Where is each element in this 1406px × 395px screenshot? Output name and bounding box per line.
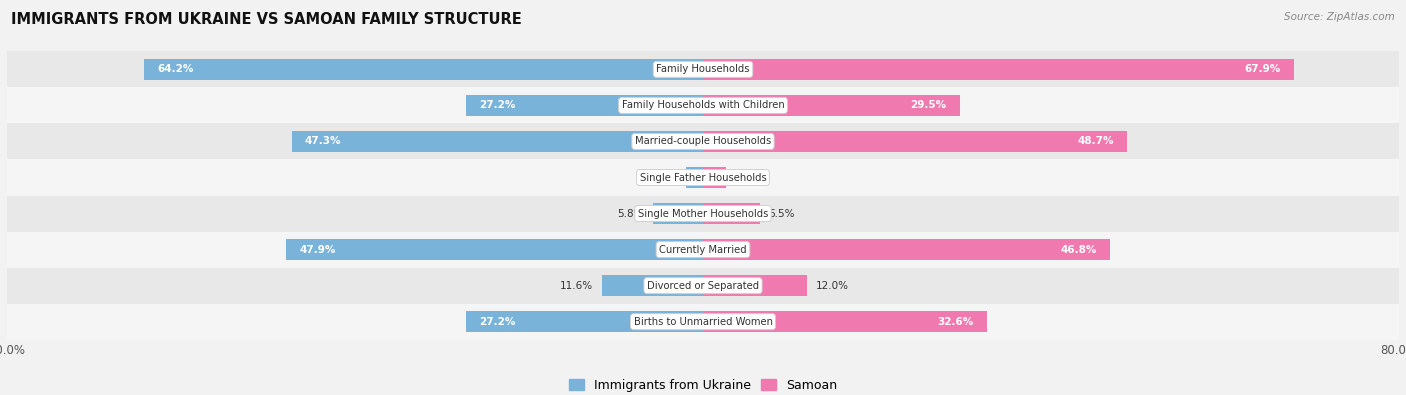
Bar: [7, 51, 1399, 87]
Text: 2.0%: 2.0%: [651, 173, 676, 182]
Text: 46.8%: 46.8%: [1060, 245, 1097, 255]
Bar: [7, 123, 1399, 160]
Bar: [703, 131, 1126, 152]
Text: Married-couple Households: Married-couple Households: [636, 136, 770, 147]
Bar: [467, 95, 703, 116]
Text: 29.5%: 29.5%: [911, 100, 946, 111]
Bar: [686, 167, 703, 188]
Text: Single Mother Households: Single Mother Households: [638, 209, 768, 218]
Text: 32.6%: 32.6%: [938, 317, 973, 327]
Text: IMMIGRANTS FROM UKRAINE VS SAMOAN FAMILY STRUCTURE: IMMIGRANTS FROM UKRAINE VS SAMOAN FAMILY…: [11, 12, 522, 27]
Bar: [602, 275, 703, 296]
Text: Source: ZipAtlas.com: Source: ZipAtlas.com: [1284, 12, 1395, 22]
Text: 11.6%: 11.6%: [560, 280, 593, 291]
Bar: [145, 58, 703, 80]
Text: 27.2%: 27.2%: [479, 100, 516, 111]
Text: 27.2%: 27.2%: [479, 317, 516, 327]
Bar: [703, 311, 987, 333]
Bar: [703, 95, 960, 116]
Bar: [7, 231, 1399, 268]
Text: 12.0%: 12.0%: [815, 280, 849, 291]
Bar: [7, 304, 1399, 340]
Text: 48.7%: 48.7%: [1077, 136, 1114, 147]
Text: Family Households with Children: Family Households with Children: [621, 100, 785, 111]
Text: 2.6%: 2.6%: [734, 173, 761, 182]
Bar: [7, 87, 1399, 123]
Bar: [7, 160, 1399, 196]
Bar: [703, 275, 807, 296]
Bar: [703, 203, 759, 224]
Text: Single Father Households: Single Father Households: [640, 173, 766, 182]
Bar: [652, 203, 703, 224]
Text: Currently Married: Currently Married: [659, 245, 747, 255]
Text: Family Households: Family Households: [657, 64, 749, 74]
Text: 47.9%: 47.9%: [299, 245, 336, 255]
Legend: Immigrants from Ukraine, Samoan: Immigrants from Ukraine, Samoan: [564, 374, 842, 395]
Text: Divorced or Separated: Divorced or Separated: [647, 280, 759, 291]
Bar: [287, 239, 703, 260]
Text: 64.2%: 64.2%: [157, 64, 194, 74]
Bar: [703, 239, 1111, 260]
Text: 6.5%: 6.5%: [768, 209, 794, 218]
Bar: [291, 131, 703, 152]
Bar: [467, 311, 703, 333]
Bar: [7, 196, 1399, 231]
Bar: [7, 268, 1399, 304]
Text: 67.9%: 67.9%: [1244, 64, 1281, 74]
Bar: [703, 167, 725, 188]
Bar: [703, 58, 1294, 80]
Text: Births to Unmarried Women: Births to Unmarried Women: [634, 317, 772, 327]
Text: 47.3%: 47.3%: [305, 136, 342, 147]
Text: 5.8%: 5.8%: [617, 209, 644, 218]
